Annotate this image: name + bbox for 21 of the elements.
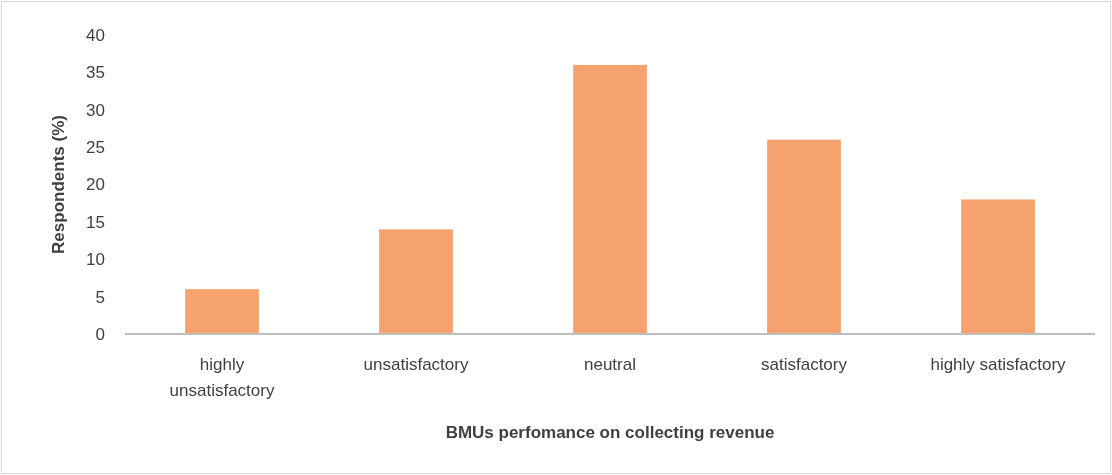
bar — [767, 139, 841, 334]
x-tick-label: highly satisfactory — [930, 355, 1067, 374]
y-tick-label: 15 — [86, 212, 105, 232]
x-axis-title: BMUs perfomance on collecting revenue — [445, 423, 775, 442]
y-axis-title: Respondents (%) — [49, 115, 68, 254]
y-tick-label: 20 — [86, 175, 105, 195]
x-tick-label: neutral — [584, 355, 636, 374]
y-tick-label: 30 — [86, 100, 105, 120]
x-tick-label: highly unsatisfactory — [169, 355, 275, 400]
x-tick-label: unsatisfactory — [363, 355, 469, 374]
y-tick-label: 5 — [95, 287, 105, 307]
bar — [961, 199, 1035, 334]
y-tick-label: 40 — [86, 25, 105, 45]
x-tick-label: satisfactory — [761, 355, 848, 374]
y-tick-label: 25 — [86, 138, 105, 158]
y-tick-label: 10 — [86, 250, 105, 270]
bar — [185, 289, 259, 334]
bar — [573, 64, 647, 334]
y-tick-label: 0 — [95, 324, 105, 344]
y-tick-label: 35 — [86, 63, 105, 83]
bar — [379, 229, 453, 334]
